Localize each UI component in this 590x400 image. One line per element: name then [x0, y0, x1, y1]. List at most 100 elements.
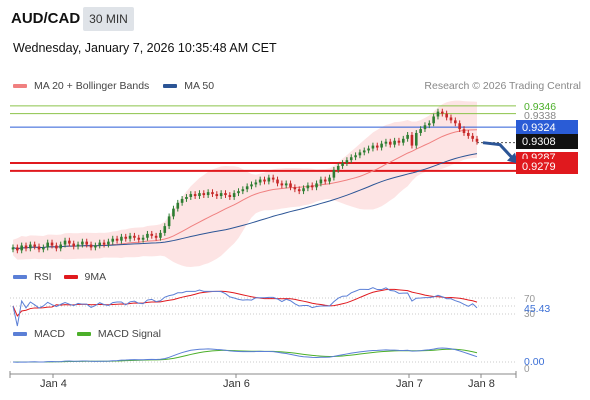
- candle-body: [232, 193, 236, 198]
- candle-body: [458, 123, 461, 130]
- ma50-label: MA 50: [184, 80, 215, 92]
- macd-signal-label: MACD Signal: [97, 328, 161, 340]
- candle-body: [467, 132, 470, 136]
- candle-body: [315, 183, 318, 188]
- candle-body: [384, 141, 388, 144]
- candle-body: [462, 129, 466, 133]
- candle-body: [471, 135, 474, 139]
- candle-body: [98, 242, 102, 246]
- candle-body: [427, 123, 431, 126]
- candle-body: [367, 148, 370, 151]
- rsi-ma-label: 9MA: [84, 271, 107, 283]
- candle-body: [189, 194, 193, 198]
- x-tick-jan6: Jan 6: [223, 378, 250, 390]
- candle-body: [432, 116, 435, 124]
- candle-body: [29, 244, 32, 249]
- ma20-bb-swatch: [13, 84, 27, 88]
- candle-body: [328, 177, 331, 182]
- candle-body: [141, 237, 145, 240]
- candle-body: [215, 194, 219, 197]
- copyright-text: Research © 2026 Trading Central: [424, 80, 581, 92]
- candle-body: [219, 193, 223, 197]
- candle-body: [358, 152, 362, 156]
- candle-body: [336, 165, 340, 170]
- price-tag-current: 0.9308: [516, 134, 578, 149]
- price-tag-pivot: 0.9324: [516, 120, 578, 135]
- candle-body: [124, 236, 128, 239]
- candle-body: [89, 244, 93, 248]
- timestamp: Wednesday, January 7, 2026 10:35:48 AM C…: [13, 41, 277, 55]
- candle-body: [349, 157, 353, 161]
- ma50-swatch: [163, 84, 178, 88]
- candle-body: [332, 169, 336, 178]
- candle-body: [76, 244, 80, 247]
- candle-body: [362, 150, 366, 153]
- candle-body: [441, 111, 444, 114]
- candle-body: [302, 188, 305, 192]
- candle-body: [167, 216, 171, 227]
- rsi-legend: RSI 9MA: [13, 271, 106, 283]
- rsi-lower-label: 30: [524, 309, 536, 320]
- candle-body: [319, 179, 323, 184]
- candle-body: [24, 245, 28, 249]
- candle-body: [193, 194, 197, 197]
- candle-body: [11, 247, 15, 250]
- candle-body: [280, 183, 284, 186]
- candle-body: [72, 243, 76, 247]
- candle-body: [107, 241, 110, 245]
- candle-body: [198, 193, 201, 197]
- candle-body: [185, 197, 188, 199]
- candle-body: [46, 242, 49, 248]
- macd-signal-line: [12, 348, 478, 363]
- price-label-0.9346: 0.9346: [524, 101, 556, 113]
- candle-body: [250, 184, 253, 187]
- rsi-label: RSI: [34, 271, 52, 283]
- candle-body: [224, 193, 227, 196]
- candle-body: [228, 195, 232, 198]
- macd-legend: MACD MACD Signal: [13, 328, 161, 340]
- candle-body: [341, 163, 344, 166]
- candle-body: [115, 238, 119, 241]
- candle-body: [380, 143, 383, 148]
- candle-body: [133, 235, 136, 238]
- macd-lower-label: 0: [524, 364, 530, 375]
- candle-body: [102, 242, 106, 245]
- timeframe-button[interactable]: 30 MIN: [83, 7, 134, 31]
- candle-body: [211, 192, 214, 195]
- macd-zero-label: 0.00: [524, 356, 545, 368]
- candle-body: [354, 155, 357, 158]
- macd-line: [12, 347, 478, 363]
- candle-body: [414, 132, 418, 146]
- bollinger-band: [13, 100, 477, 267]
- candle-body: [63, 240, 67, 245]
- candle-body: [345, 160, 349, 164]
- forecast-arrow-line: [482, 141, 515, 160]
- candle-body: [150, 233, 154, 236]
- rsi-value-label: 45.43: [524, 303, 550, 315]
- main-legend: MA 20 + Bollinger Bands MA 50: [13, 80, 214, 92]
- candle-body: [20, 245, 23, 251]
- macd-swatch: [13, 332, 27, 336]
- candle-body: [419, 129, 422, 133]
- candle-body: [237, 191, 240, 194]
- candle-body: [137, 237, 141, 240]
- rsi-ma-line: [12, 288, 478, 317]
- candle-body: [258, 179, 262, 183]
- candle-body: [323, 179, 327, 182]
- candle-body: [475, 138, 479, 142]
- candle-body: [206, 192, 210, 196]
- candle-body: [410, 134, 414, 146]
- candle-body: [42, 247, 45, 250]
- candle-body: [55, 245, 58, 249]
- candle-body: [284, 183, 288, 186]
- candle-body: [375, 145, 379, 148]
- candle-body: [180, 198, 184, 203]
- x-tick-jan7: Jan 7: [396, 378, 423, 390]
- candle-body: [297, 189, 301, 192]
- candle-body: [454, 120, 457, 124]
- candle-body: [245, 186, 249, 190]
- rsi-upper-label: 70: [524, 294, 536, 305]
- candle-body: [371, 145, 375, 149]
- rsi-line: [12, 287, 478, 327]
